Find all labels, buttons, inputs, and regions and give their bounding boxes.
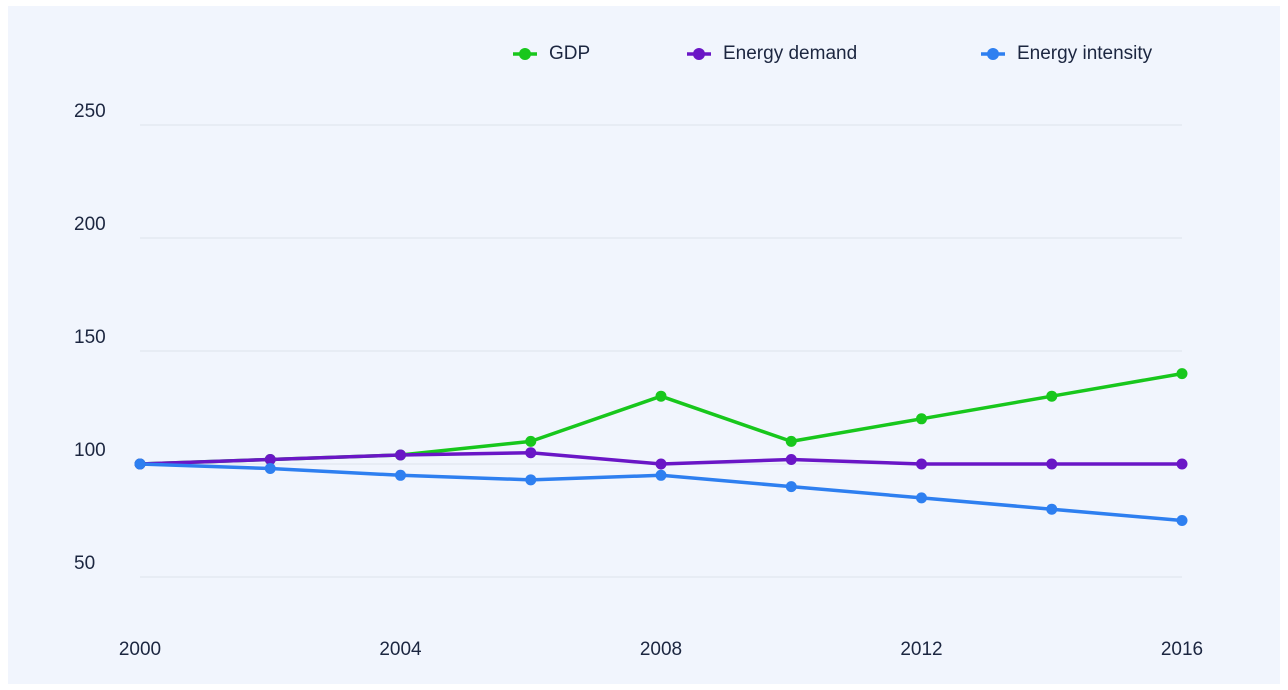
legend-label: GDP (549, 43, 590, 64)
x-tick-label: 2004 (379, 639, 422, 660)
legend-marker (987, 48, 999, 60)
data-point (1176, 458, 1188, 470)
legend-label: Energy intensity (1017, 43, 1153, 64)
data-point (916, 492, 927, 504)
x-tick-label: 2016 (1161, 639, 1203, 660)
data-point (525, 474, 537, 486)
data-point (1176, 515, 1188, 526)
y-tick-label: 200 (74, 214, 106, 235)
x-tick-label: 2000 (119, 639, 161, 660)
data-point (1046, 390, 1058, 402)
data-point (785, 435, 797, 447)
y-tick-label: 100 (74, 440, 106, 461)
y-tick-label: 250 (74, 101, 106, 122)
data-point (1176, 368, 1188, 380)
data-point (395, 449, 406, 461)
x-tick-label: 2008 (640, 639, 682, 660)
data-point (916, 413, 927, 425)
legend-marker (693, 48, 705, 60)
legend-label: Energy demand (723, 43, 857, 64)
legend-marker (519, 48, 531, 60)
y-tick-label: 150 (74, 327, 106, 348)
chart-background (8, 6, 1280, 684)
data-point (395, 469, 406, 481)
data-point (916, 458, 927, 470)
data-point (1046, 458, 1058, 470)
data-point (525, 435, 537, 447)
data-point (785, 453, 797, 465)
data-point (264, 453, 276, 465)
data-point (655, 469, 667, 481)
data-point (655, 390, 667, 402)
data-point (525, 447, 537, 459)
data-point (785, 481, 797, 493)
data-point (134, 458, 146, 470)
data-point (1046, 503, 1058, 515)
data-point (264, 463, 276, 475)
x-tick-label: 2012 (900, 639, 942, 660)
data-point (655, 458, 667, 470)
y-tick-label: 50 (74, 553, 95, 574)
